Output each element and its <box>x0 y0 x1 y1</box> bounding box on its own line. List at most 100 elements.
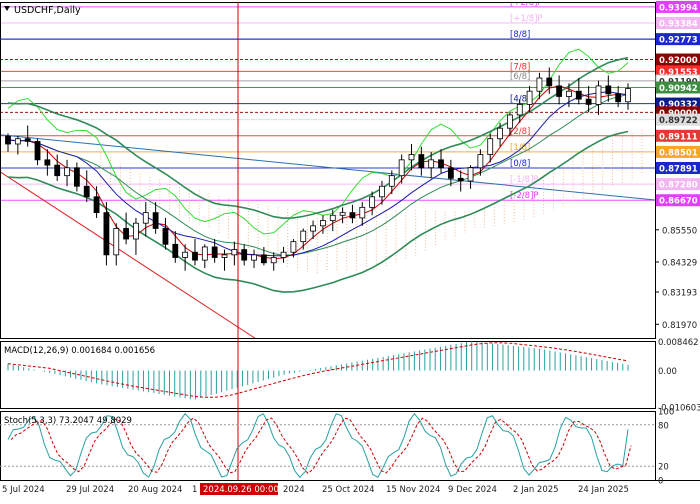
stoch-tick-label-3: 0 <box>658 477 663 487</box>
candle-body <box>5 135 11 145</box>
main-title: USDCHF,Daily <box>14 5 81 16</box>
murrey-label-13: [-1/8]P <box>510 175 539 185</box>
envelope-line <box>7 48 629 235</box>
candle-body <box>290 241 297 253</box>
murrey-label-11: [1/8] <box>510 143 530 153</box>
candle-body <box>93 196 100 214</box>
candle-body <box>211 246 218 258</box>
candle-body <box>64 167 70 177</box>
bollinger-upper <box>7 56 629 220</box>
bollinger-middle <box>7 94 629 256</box>
candle-body <box>280 251 287 258</box>
candle-body <box>339 212 346 216</box>
x-axis-label-1: 29 Jul 2024 <box>66 485 114 495</box>
candle-body <box>477 154 484 169</box>
candle-body <box>182 251 189 258</box>
candle-body <box>152 212 159 229</box>
candle-body <box>546 77 553 87</box>
murrey-label-12: [0/8] <box>510 159 530 169</box>
macd-title: MACD(12,26,9) 0.001684 0.001656 <box>4 346 155 356</box>
trendline-red <box>1 171 256 338</box>
candle-body <box>270 257 277 264</box>
candle-body <box>103 212 110 256</box>
candle-body <box>418 154 425 169</box>
stoch-main-line <box>7 412 629 478</box>
ma-blue-line <box>7 91 629 257</box>
candle-body <box>172 243 179 258</box>
trendline-blue <box>1 134 655 201</box>
murrey-label-2: [8/8] <box>510 30 530 40</box>
price-tag-3 <box>656 53 700 66</box>
x-axis-label-2: 20 Aug 2024 <box>128 485 182 495</box>
candle-body <box>231 249 238 256</box>
candle-body <box>162 228 169 245</box>
price-tick-label-0: 0.85550 <box>662 226 697 236</box>
macd-tick-label-2: -0.010603 <box>658 403 700 413</box>
price-tag-label-6: 0.90942 <box>659 84 698 94</box>
price-tag-label-3: 0.92000 <box>659 56 698 66</box>
candle-body <box>320 220 326 227</box>
candle-body <box>24 138 31 142</box>
candle-body <box>54 164 61 177</box>
price-tick-label-1: 0.84329 <box>662 259 697 269</box>
candle-body <box>447 167 454 179</box>
macd-pane-frame <box>0 341 656 409</box>
candle-body <box>359 206 366 219</box>
murrey-label-0: [+2/8]P <box>510 0 543 8</box>
price-tag-13 <box>656 178 700 191</box>
candle-body <box>575 90 582 100</box>
x-axis-label-3: 1 <box>192 485 197 495</box>
price-tag-label-7: 0.90332 <box>659 100 698 110</box>
macd-signal-line <box>7 342 629 398</box>
candle-body <box>201 246 208 261</box>
candle-body <box>388 175 395 187</box>
candle-body <box>192 251 198 261</box>
price-tag-0 <box>656 0 700 13</box>
x-axis-label-9: 2 Jan 2025 <box>513 485 559 495</box>
candle-body <box>536 77 543 92</box>
crosshair-time-tag <box>200 483 278 495</box>
price-tag-label-12: 0.87891 <box>659 164 698 174</box>
price-tag-4 <box>656 65 700 78</box>
murrey-label-4: [7/8] <box>510 62 530 72</box>
murrey-label-10: [2/8] <box>510 127 530 137</box>
macd-tick-label-0: 0.008462 <box>658 338 699 348</box>
price-tag-label-0: 0.93994 <box>659 3 698 13</box>
price-tag-11 <box>656 145 700 158</box>
candle-body <box>457 177 464 182</box>
murrey-label-1: [+1/8]P <box>510 14 543 24</box>
price-tag-label-11: 0.88501 <box>659 148 698 158</box>
candle-body <box>595 85 602 105</box>
x-axis-label-5: 2024 <box>283 485 305 495</box>
candle-body <box>123 228 129 240</box>
price-tag-2 <box>656 33 700 46</box>
candle-body <box>507 114 513 129</box>
candle-body <box>329 214 336 221</box>
murrey-label-5: [6/8] <box>510 72 530 82</box>
candle-body <box>300 230 307 243</box>
candle-body <box>566 90 572 97</box>
candle-body <box>605 85 612 95</box>
candle-body <box>585 98 592 105</box>
candle-body <box>73 167 80 187</box>
bollinger-lower <box>7 130 629 293</box>
candle-body <box>526 90 533 105</box>
candle-body <box>467 167 474 182</box>
murrey-label-14: [-2/8]P <box>510 191 539 201</box>
price-tag-9 <box>656 113 700 126</box>
price-tag-label-2: 0.92773 <box>659 36 698 46</box>
candle-body <box>615 93 622 103</box>
price-tag-label-10: 0.89111 <box>659 132 698 142</box>
price-tag-label-1: 0.93384 <box>659 20 698 30</box>
candle-body <box>14 138 21 145</box>
candle-body <box>310 225 316 232</box>
candle-body <box>556 85 563 97</box>
title-arrow-icon <box>4 6 10 11</box>
price-tag-10 <box>656 129 700 142</box>
candle-body <box>349 212 356 219</box>
x-axis-label-10: 24 Jan 2025 <box>578 485 629 495</box>
price-tag-12 <box>656 161 700 174</box>
candle-body <box>34 140 41 161</box>
